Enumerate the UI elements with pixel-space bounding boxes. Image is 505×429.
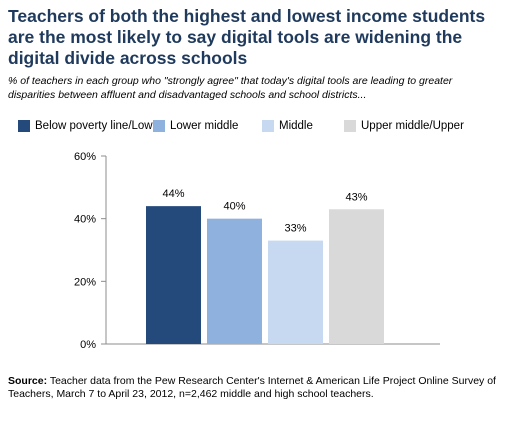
y-tick-label: 0% xyxy=(80,339,96,351)
bar-value-label: 43% xyxy=(345,191,367,203)
bar-value-label: 33% xyxy=(284,223,306,235)
legend-label: Middle xyxy=(279,120,313,132)
legend-item: Upper middle/Upper xyxy=(344,120,464,132)
chart-subtitle: % of teachers in each group who "strongl… xyxy=(8,75,453,101)
legend-item: Below poverty line/Low xyxy=(18,120,153,132)
source-text: Teacher data from the Pew Research Cente… xyxy=(8,375,496,400)
source-label: Source: xyxy=(8,375,48,387)
legend-swatch xyxy=(153,120,165,132)
y-tick-label: 40% xyxy=(74,214,96,226)
legend-label: Below poverty line/Low xyxy=(35,120,153,132)
legend-item: Middle xyxy=(262,120,313,132)
bar xyxy=(329,209,384,344)
chart-title: Teachers of both the highest and lowest … xyxy=(8,6,486,68)
bar-value-label: 40% xyxy=(223,201,245,213)
bar-value-label: 44% xyxy=(162,188,184,200)
y-tick-label: 60% xyxy=(74,151,96,163)
chart-legend: Below poverty line/Low Lower middle Middle… xyxy=(0,120,505,136)
legend-swatch xyxy=(18,120,30,132)
source-note: Source: Teacher data from the Pew Resear… xyxy=(8,375,498,401)
bar xyxy=(146,206,201,344)
legend-swatch xyxy=(262,120,274,132)
legend-item: Lower middle xyxy=(153,120,238,132)
bar xyxy=(207,218,262,344)
legend-label: Lower middle xyxy=(170,120,239,132)
legend-label: Upper middle/Upper xyxy=(361,120,464,132)
bar xyxy=(268,240,323,344)
y-tick-label: 20% xyxy=(74,276,96,288)
legend-swatch xyxy=(344,120,356,132)
